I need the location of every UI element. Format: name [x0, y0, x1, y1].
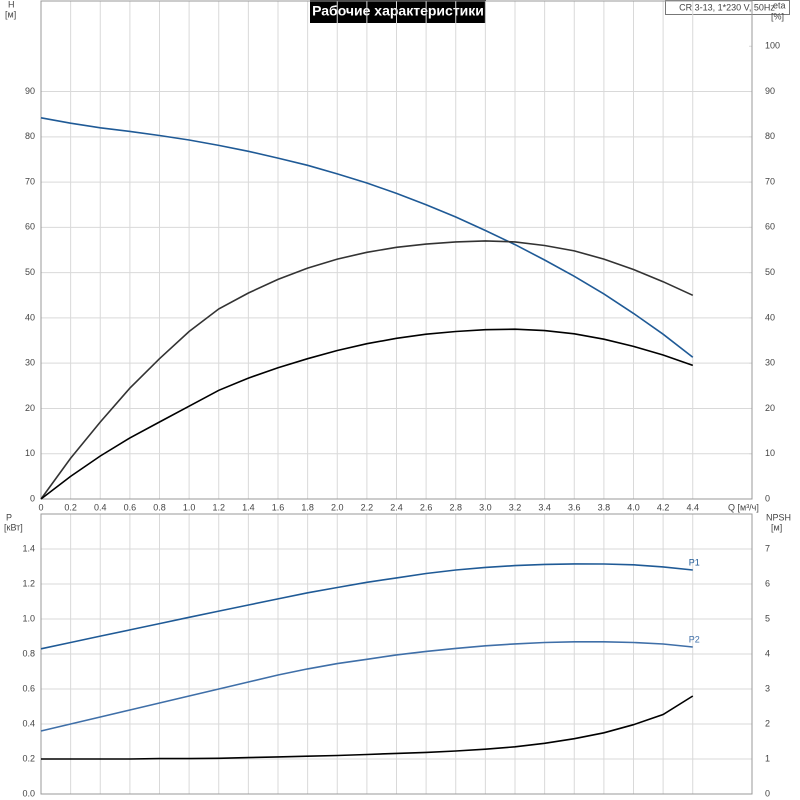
x-tick-label: 3.8 — [598, 502, 611, 512]
y-tick-label: 30 — [25, 358, 35, 368]
y2-axis-label: NPSH — [766, 512, 791, 522]
y-tick-label: 0.4 — [22, 718, 35, 728]
curve-label: P1 — [689, 557, 700, 567]
plot-frame — [40, 513, 753, 795]
x-tick-label: 2.2 — [361, 502, 374, 512]
y2-axis-label: eta — [773, 0, 786, 10]
x-tick-label: 1.2 — [212, 502, 225, 512]
x-tick-label: 4.0 — [627, 502, 640, 512]
x-tick-label: 1.6 — [272, 502, 285, 512]
y-axis-unit: [м] — [5, 9, 16, 19]
x-tick-label: 4.4 — [686, 502, 699, 512]
y2-tick-label: 0 — [765, 788, 770, 798]
y2-tick-label: 0 — [765, 493, 770, 503]
y2-tick-label: 100 — [765, 41, 780, 51]
x-tick-label: 3.0 — [479, 502, 492, 512]
x-tick-label: 3.4 — [538, 502, 551, 512]
y-tick-label: 40 — [25, 312, 35, 322]
y2-tick-label: 50 — [765, 267, 775, 277]
y2-tick-label: 90 — [765, 86, 775, 96]
x-tick-label: 1.4 — [242, 502, 255, 512]
curve — [40, 328, 694, 500]
y2-tick-label: 30 — [765, 358, 775, 368]
y-tick-label: 0.8 — [22, 648, 35, 658]
y2-tick-label: 4 — [765, 648, 770, 658]
y-tick-label: 1.0 — [22, 613, 35, 623]
x-tick-label: 1.0 — [183, 502, 196, 512]
x-axis-label: Q [м³/ч] — [728, 502, 759, 512]
model-label: CR 3-13, 1*230 V, 50Hz — [679, 2, 775, 12]
curve — [40, 641, 693, 732]
curve-label: P2 — [689, 634, 700, 644]
y-tick-label: 0.0 — [22, 788, 35, 798]
y2-tick-label: 1 — [765, 753, 770, 763]
y-axis-unit: [кВт] — [4, 522, 23, 532]
y2-tick-label: 60 — [765, 222, 775, 232]
curve — [40, 117, 694, 358]
title-box — [310, 0, 486, 23]
y-tick-label: 20 — [25, 403, 35, 413]
y-tick-label: 50 — [25, 267, 35, 277]
y2-tick-label: 6 — [765, 578, 770, 588]
x-tick-label: 1.8 — [301, 502, 314, 512]
y-tick-label: 10 — [25, 448, 35, 458]
curve — [40, 240, 694, 500]
y2-tick-label: 5 — [765, 613, 770, 623]
y-tick-label: 0.6 — [22, 683, 35, 693]
x-tick-label: 2.4 — [390, 502, 403, 512]
plot-frame — [40, 0, 753, 500]
y2-tick-label: 10 — [765, 448, 775, 458]
y-tick-label: 90 — [25, 86, 35, 96]
x-tick-label: 2.8 — [449, 502, 462, 512]
x-tick-label: 2.0 — [331, 502, 344, 512]
x-tick-label: 0 — [38, 502, 43, 512]
y2-tick-label: 3 — [765, 683, 770, 693]
y2-axis-unit: [%] — [771, 11, 784, 21]
x-tick-label: 0.8 — [153, 502, 166, 512]
y2-tick-label: 80 — [765, 131, 775, 141]
y2-tick-label: 40 — [765, 312, 775, 322]
x-tick-label: 3.6 — [568, 502, 581, 512]
y2-tick-label: 20 — [765, 403, 775, 413]
curve — [41, 695, 694, 760]
x-tick-label: 4.2 — [657, 502, 670, 512]
curve — [40, 563, 693, 650]
y-tick-label: 0 — [30, 493, 35, 503]
y-tick-label: 1.4 — [22, 543, 35, 553]
y-tick-label: 60 — [25, 222, 35, 232]
y-tick-label: 70 — [25, 176, 35, 186]
x-tick-label: 0.2 — [64, 502, 77, 512]
y-axis-label: P — [6, 512, 12, 522]
chart-title: Рабочие характеристики — [312, 3, 484, 19]
x-tick-label: 2.6 — [420, 502, 433, 512]
y2-tick-label: 2 — [765, 718, 770, 728]
y-tick-label: 80 — [25, 131, 35, 141]
x-tick-label: 3.2 — [509, 502, 522, 512]
y-tick-label: 0.2 — [22, 753, 35, 763]
y-axis-label: H — [8, 0, 15, 9]
x-tick-label: 0.4 — [94, 502, 107, 512]
y2-axis-unit: [м] — [771, 522, 782, 532]
x-tick-label: 0.6 — [124, 502, 137, 512]
y-tick-label: 1.2 — [22, 578, 35, 588]
y2-tick-label: 7 — [765, 543, 770, 553]
y2-tick-label: 70 — [765, 176, 775, 186]
